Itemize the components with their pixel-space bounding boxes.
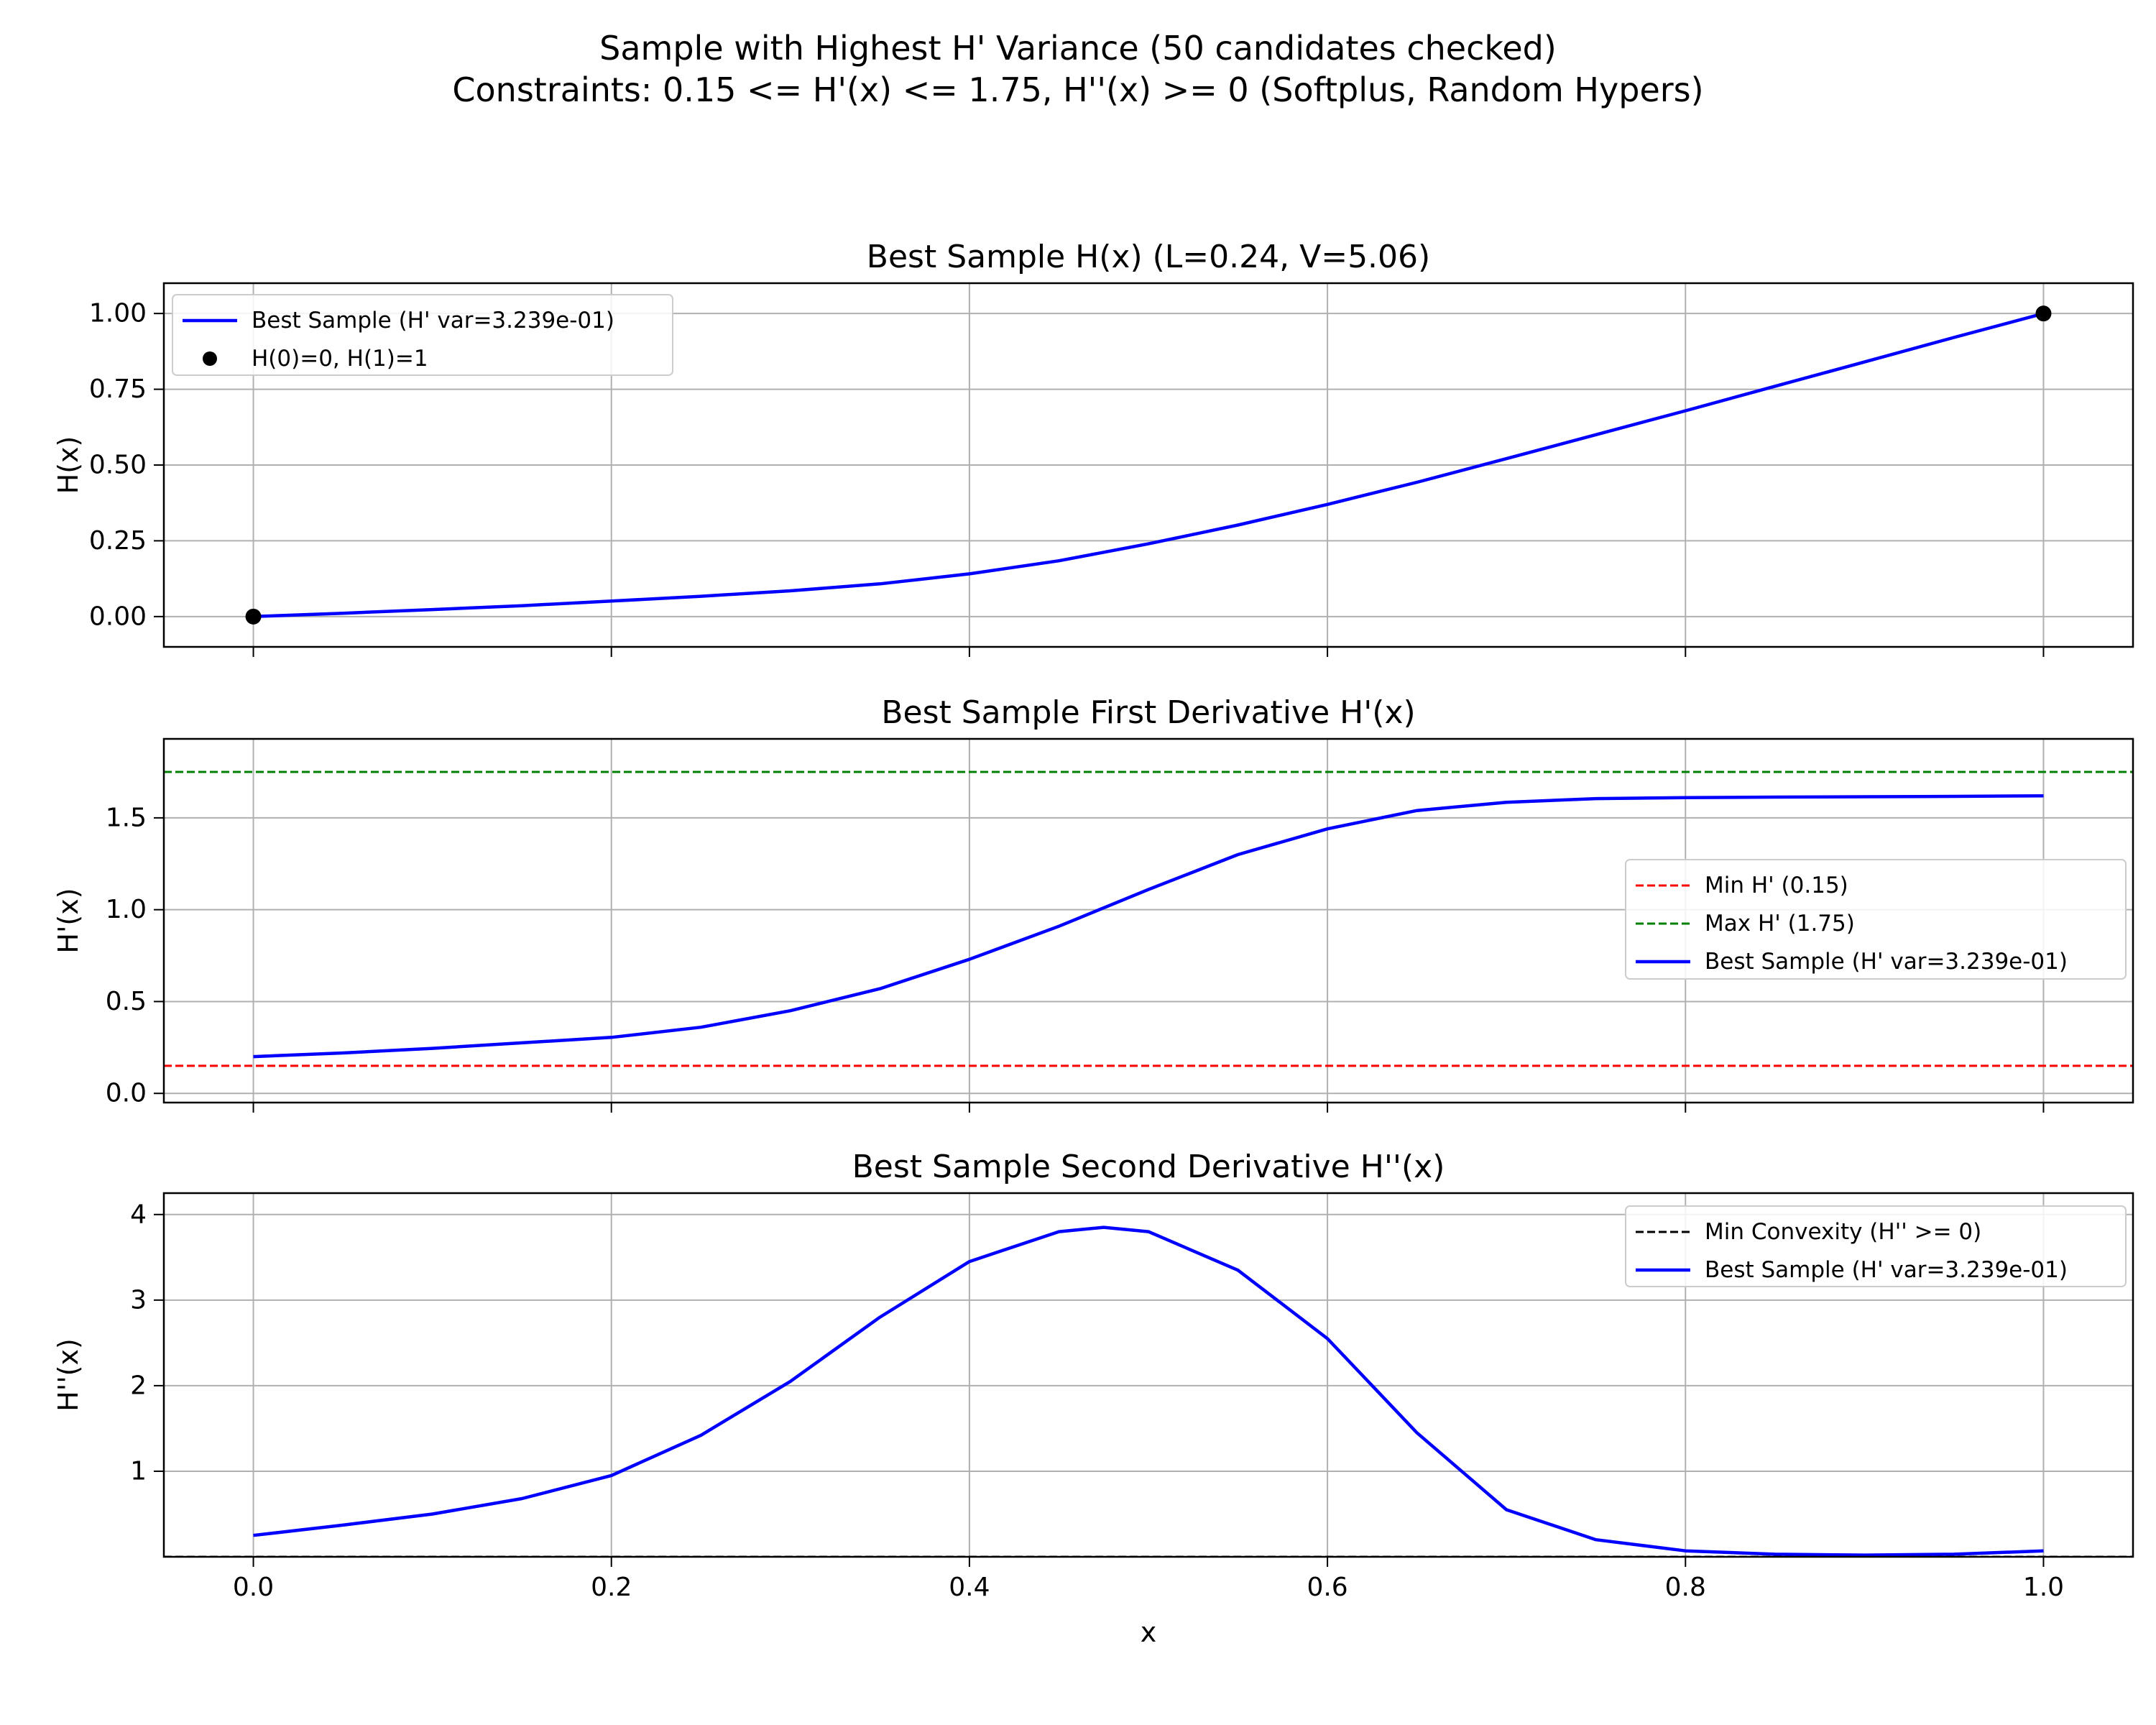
legend-entry-label: H(0)=0, H(1)=1 <box>252 346 428 372</box>
legend: Min Convexity (H'' >= 0) Best Sample (H' … <box>1625 1205 2127 1287</box>
y-tick-label: 0.25 <box>89 526 147 556</box>
x-tick-label: 1.0 <box>2023 1573 2064 1602</box>
panel-title: Best Sample First Derivative H'(x) <box>881 694 1415 731</box>
y-axis-label: H''(x) <box>52 1338 84 1412</box>
legend-box <box>1625 1205 2127 1287</box>
legend-entry-label: Best Sample (H' var=3.239e-01) <box>1705 949 2068 975</box>
axes-frame <box>162 282 2134 648</box>
legend: Min H' (0.15) Max H' (1.75) Best Sample (H… <box>1625 859 2127 980</box>
panel-title: Best Sample H(x) (L=0.24, V=5.06) <box>867 239 1430 275</box>
legend: Best Sample (H' var=3.239e-01) H(0)=0, H(… <box>172 294 673 376</box>
y-axis-label: H'(x) <box>52 888 84 953</box>
x-tick-label: 0.0 <box>233 1573 274 1602</box>
series-line <box>253 794 2044 1059</box>
y-tick-label: 0.50 <box>89 451 147 480</box>
x-tick-label: 0.4 <box>949 1573 990 1602</box>
legend-entry-label: Best Sample (H' var=3.239e-01) <box>252 308 614 334</box>
y-tick-label: 1.00 <box>89 299 147 328</box>
suptitle-line-1: Sample with Highest H' Variance (50 cand… <box>599 29 1557 68</box>
axes-frame <box>162 1192 2134 1558</box>
legend-entry-label: Min Convexity (H'' >= 0) <box>1705 1219 1981 1245</box>
legend-entry-label: Best Sample (H' var=3.239e-01) <box>1705 1257 2068 1283</box>
y-tick-label: 3 <box>130 1285 147 1315</box>
y-axis-label: H(x) <box>52 436 84 494</box>
legend-box <box>172 294 673 376</box>
y-tick-label: 1.5 <box>106 803 147 832</box>
axes-frame <box>162 737 2134 1104</box>
legend-entry-label: Min H' (0.15) <box>1705 873 1848 898</box>
x-axis-label: x <box>1141 1616 1157 1648</box>
endpoint-marker <box>2035 305 2052 322</box>
suptitle-line-2: Constraints: 0.15 <= H'(x) <= 1.75, H''(… <box>452 70 1704 109</box>
panel-h-prime: 0.0 0.5 1.0 1.5 Best Sample First Derivative… <box>52 694 2134 1113</box>
x-tick-label: 0.8 <box>1665 1573 1706 1602</box>
panel-title: Best Sample Second Derivative H''(x) <box>852 1149 1445 1185</box>
legend-box <box>1625 859 2127 980</box>
panel-h: 0.00 0.25 0.50 0.75 1.00 Best Sample H(x) (L=… <box>52 239 2134 657</box>
figure-suptitle: Sample with Highest H' Variance (50 cand… <box>0 27 2156 111</box>
y-tick-label: 0.00 <box>89 602 147 631</box>
endpoint-marker <box>245 608 262 625</box>
x-tick-label: 0.6 <box>1307 1573 1348 1602</box>
y-tick-label: 4 <box>130 1200 147 1229</box>
y-tick-label: 2 <box>130 1371 147 1400</box>
legend-entry-label: Max H' (1.75) <box>1705 911 1855 937</box>
legend-marker <box>203 351 217 366</box>
series-line <box>253 312 2045 619</box>
y-tick-label: 0.5 <box>106 987 147 1016</box>
y-tick-label: 1 <box>130 1456 147 1486</box>
series-line <box>253 1225 2044 1557</box>
y-tick-label: 0.0 <box>106 1079 147 1108</box>
y-tick-label: 0.75 <box>89 374 147 404</box>
panel-h-double-prime: 1 2 3 4 0.0 0.2 0.4 0.6 0.8 1.0 Best Sample Second… <box>52 1149 2134 1648</box>
y-tick-label: 1.0 <box>106 895 147 924</box>
x-tick-label: 0.2 <box>591 1573 632 1602</box>
